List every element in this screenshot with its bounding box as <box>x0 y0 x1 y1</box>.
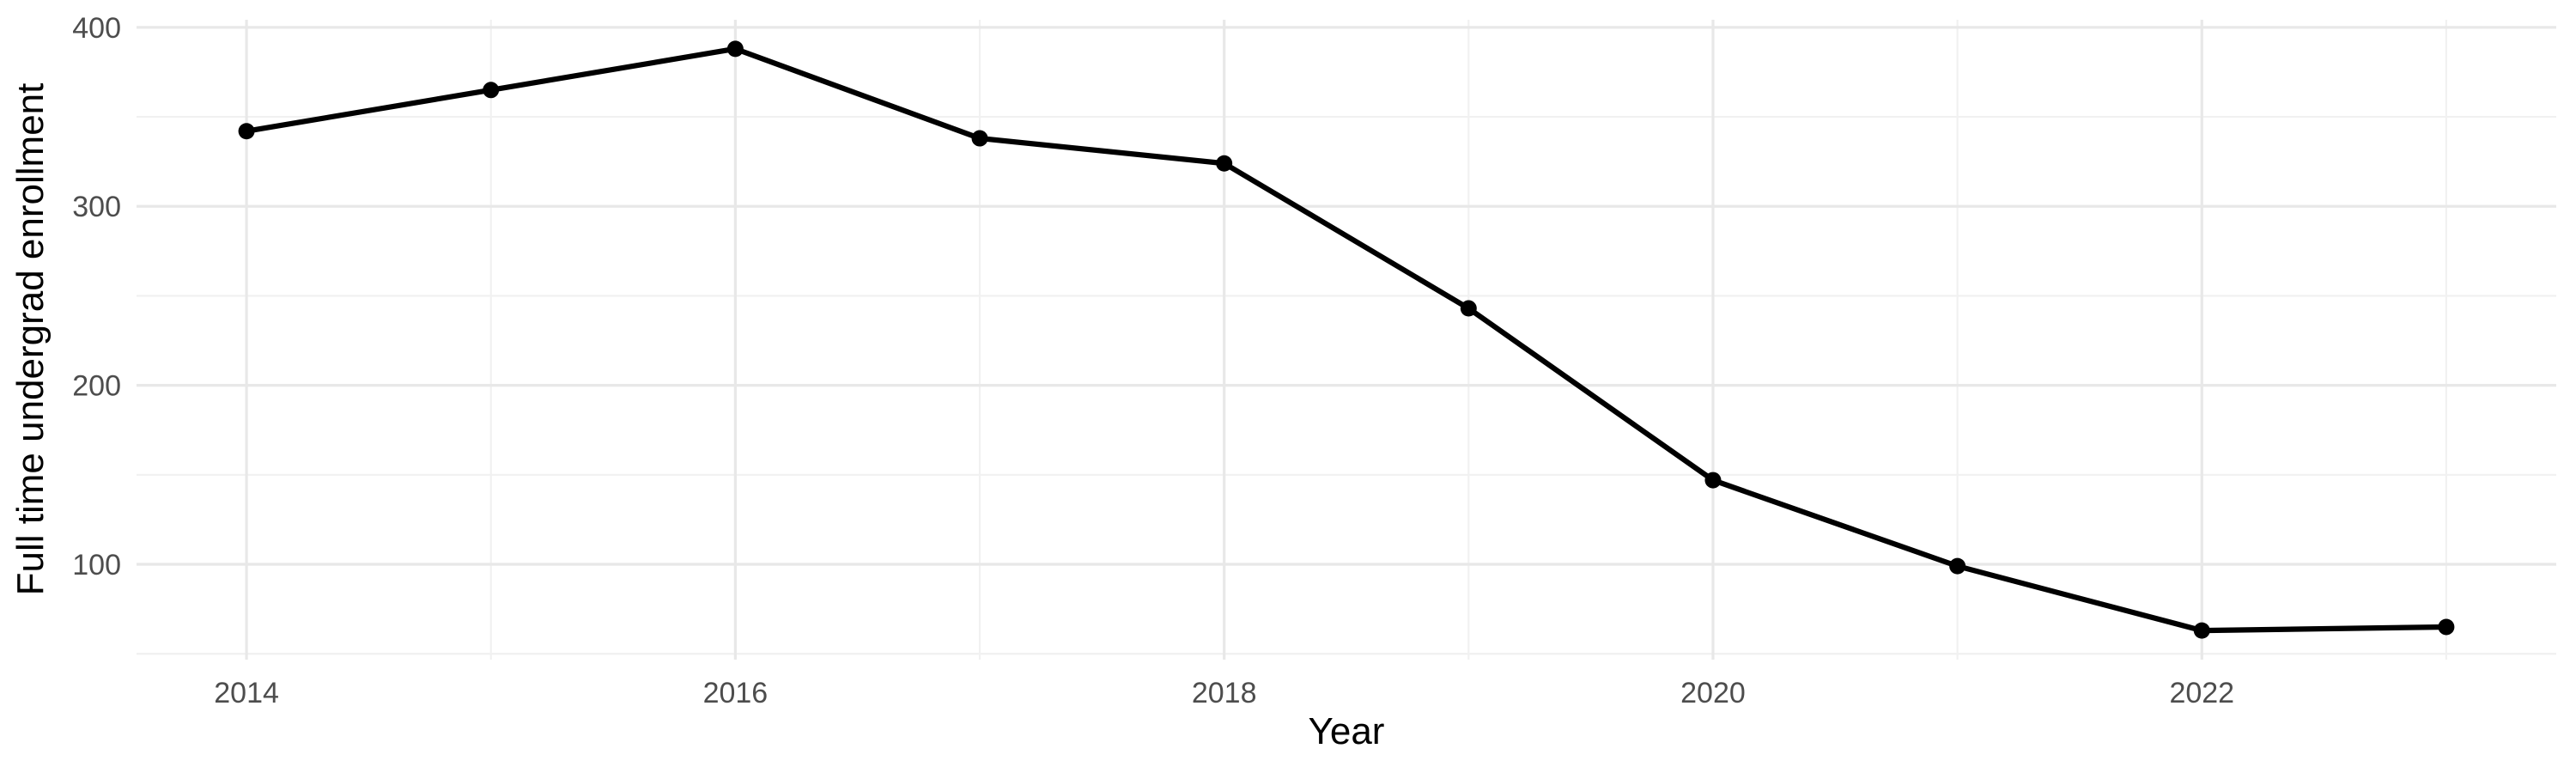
y-axis-title: Full time undergrad enrollment <box>9 83 52 596</box>
data-point-2017 <box>971 130 988 147</box>
data-point-2023 <box>2438 618 2455 636</box>
x-tick-label-2022: 2022 <box>2169 677 2234 709</box>
x-tick-label-2016: 2016 <box>703 677 769 709</box>
x-tick-label-2014: 2014 <box>214 677 279 709</box>
gridlines-minor <box>137 20 2556 660</box>
data-point-2019 <box>1460 300 1477 317</box>
data-point-2014 <box>238 123 255 140</box>
data-point-2020 <box>1704 472 1722 489</box>
y-tick-label-100: 100 <box>72 549 121 581</box>
data-point-2021 <box>1949 557 1966 575</box>
data-point-2022 <box>2193 622 2210 639</box>
y-tick-labels: 100 200 300 400 <box>72 12 121 581</box>
x-tick-labels: 2014 2016 2018 2020 2022 <box>214 677 2234 709</box>
series-line <box>243 46 2450 634</box>
y-tick-label-400: 400 <box>72 12 121 45</box>
x-tick-label-2020: 2020 <box>1680 677 1746 709</box>
gridlines-major <box>137 20 2556 660</box>
x-axis-title: Year <box>1309 710 1385 752</box>
y-tick-label-300: 300 <box>72 191 121 223</box>
x-tick-label-2018: 2018 <box>1192 677 1257 709</box>
data-points-group <box>238 40 2455 639</box>
data-point-2015 <box>483 82 500 99</box>
series-line-group <box>243 46 2450 634</box>
y-tick-label-200: 200 <box>72 370 121 403</box>
data-point-2016 <box>726 40 744 58</box>
data-point-2018 <box>1216 155 1233 172</box>
